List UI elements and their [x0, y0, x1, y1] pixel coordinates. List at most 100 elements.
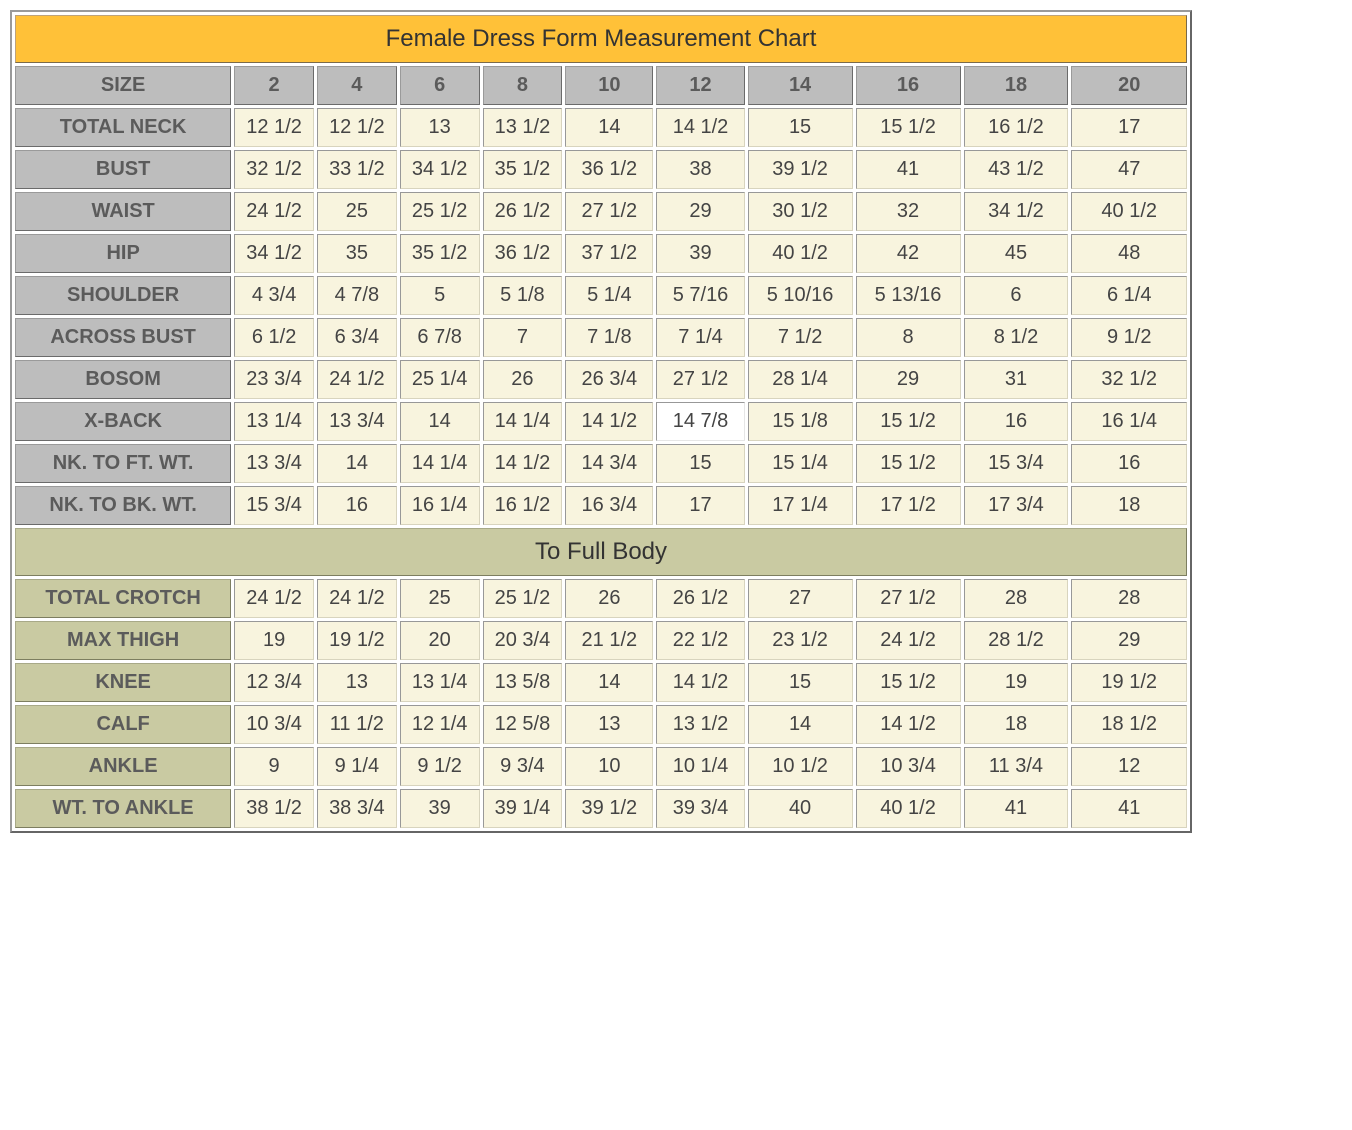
data-cell: 9 3/4 — [483, 747, 563, 786]
data-cell: 29 — [856, 360, 961, 399]
data-cell: 19 1/2 — [317, 621, 397, 660]
row-label: NK. TO BK. WT. — [15, 486, 231, 525]
size-header: 10 — [565, 66, 653, 105]
data-cell: 24 1/2 — [317, 579, 397, 618]
data-cell: 13 1/4 — [400, 663, 480, 702]
data-cell: 24 1/2 — [317, 360, 397, 399]
table-row: BUST32 1/233 1/234 1/235 1/236 1/23839 1… — [15, 150, 1187, 189]
size-header: 4 — [317, 66, 397, 105]
size-header: 20 — [1071, 66, 1187, 105]
data-cell: 14 1/2 — [565, 402, 653, 441]
section-title: To Full Body — [15, 528, 1187, 576]
row-label: BUST — [15, 150, 231, 189]
data-cell: 14 1/2 — [656, 663, 744, 702]
data-cell: 25 — [400, 579, 480, 618]
data-cell: 41 — [856, 150, 961, 189]
table-row: WT. TO ANKLE38 1/238 3/43939 1/439 1/239… — [15, 789, 1187, 828]
data-cell: 39 1/4 — [483, 789, 563, 828]
data-cell: 17 — [1071, 108, 1187, 147]
data-cell: 16 1/4 — [1071, 402, 1187, 441]
data-cell: 15 1/8 — [748, 402, 853, 441]
data-cell: 34 1/2 — [964, 192, 1069, 231]
data-cell: 6 3/4 — [317, 318, 397, 357]
table-row: MAX THIGH1919 1/22020 3/421 1/222 1/223 … — [15, 621, 1187, 660]
data-cell: 24 1/2 — [234, 192, 314, 231]
size-header: 14 — [748, 66, 853, 105]
data-cell: 34 1/2 — [234, 234, 314, 273]
data-cell: 13 — [400, 108, 480, 147]
data-cell: 20 — [400, 621, 480, 660]
data-cell: 15 — [748, 663, 853, 702]
table-row: BOSOM23 3/424 1/225 1/42626 3/427 1/228 … — [15, 360, 1187, 399]
data-cell: 18 1/2 — [1071, 705, 1187, 744]
data-cell: 16 — [1071, 444, 1187, 483]
data-cell: 25 1/4 — [400, 360, 480, 399]
row-label: NK. TO FT. WT. — [15, 444, 231, 483]
data-cell: 16 1/2 — [964, 108, 1069, 147]
data-cell: 22 1/2 — [656, 621, 744, 660]
data-cell: 15 1/2 — [856, 402, 961, 441]
data-cell: 7 1/8 — [565, 318, 653, 357]
data-cell: 16 3/4 — [565, 486, 653, 525]
data-cell: 15 1/2 — [856, 444, 961, 483]
data-cell: 13 1/4 — [234, 402, 314, 441]
data-cell: 35 — [317, 234, 397, 273]
table-row: WAIST24 1/22525 1/226 1/227 1/22930 1/23… — [15, 192, 1187, 231]
data-cell: 12 — [1071, 747, 1187, 786]
data-cell: 13 1/2 — [483, 108, 563, 147]
data-cell: 45 — [964, 234, 1069, 273]
row-label: ANKLE — [15, 747, 231, 786]
data-cell: 26 3/4 — [565, 360, 653, 399]
data-cell: 25 1/2 — [400, 192, 480, 231]
data-cell: 17 1/4 — [748, 486, 853, 525]
data-cell: 5 13/16 — [856, 276, 961, 315]
data-cell: 11 1/2 — [317, 705, 397, 744]
row-label: TOTAL CROTCH — [15, 579, 231, 618]
data-cell: 5 1/4 — [565, 276, 653, 315]
data-cell: 17 1/2 — [856, 486, 961, 525]
data-cell: 38 3/4 — [317, 789, 397, 828]
table-row: SHOULDER4 3/44 7/855 1/85 1/45 7/165 10/… — [15, 276, 1187, 315]
data-cell: 16 1/2 — [483, 486, 563, 525]
size-header: 2 — [234, 66, 314, 105]
data-cell: 5 7/16 — [656, 276, 744, 315]
data-cell: 4 7/8 — [317, 276, 397, 315]
data-cell: 26 1/2 — [483, 192, 563, 231]
data-cell: 27 1/2 — [656, 360, 744, 399]
size-label: SIZE — [15, 66, 231, 105]
data-cell: 20 3/4 — [483, 621, 563, 660]
row-label: BOSOM — [15, 360, 231, 399]
data-cell: 13 — [565, 705, 653, 744]
data-cell: 10 1/2 — [748, 747, 853, 786]
data-cell: 39 — [656, 234, 744, 273]
data-cell: 39 3/4 — [656, 789, 744, 828]
data-cell: 12 1/2 — [234, 108, 314, 147]
data-cell: 38 — [656, 150, 744, 189]
data-cell: 39 — [400, 789, 480, 828]
data-cell: 13 — [317, 663, 397, 702]
data-cell: 19 — [234, 621, 314, 660]
data-cell: 40 1/2 — [748, 234, 853, 273]
data-cell: 8 — [856, 318, 961, 357]
size-header-row: SIZE2468101214161820 — [15, 66, 1187, 105]
data-cell: 41 — [1071, 789, 1187, 828]
data-cell: 19 1/2 — [1071, 663, 1187, 702]
data-cell: 10 3/4 — [234, 705, 314, 744]
data-cell: 28 — [1071, 579, 1187, 618]
data-cell: 10 1/4 — [656, 747, 744, 786]
data-cell: 5 1/8 — [483, 276, 563, 315]
data-cell: 28 — [964, 579, 1069, 618]
row-label: KNEE — [15, 663, 231, 702]
table-row: ANKLE99 1/49 1/29 3/41010 1/410 1/210 3/… — [15, 747, 1187, 786]
data-cell: 23 3/4 — [234, 360, 314, 399]
data-cell: 40 1/2 — [1071, 192, 1187, 231]
data-cell: 28 1/2 — [964, 621, 1069, 660]
data-cell: 11 3/4 — [964, 747, 1069, 786]
data-cell: 7 1/4 — [656, 318, 744, 357]
data-cell: 25 1/2 — [483, 579, 563, 618]
data-cell: 12 1/2 — [317, 108, 397, 147]
table-row: CALF10 3/411 1/212 1/412 5/81313 1/21414… — [15, 705, 1187, 744]
data-cell: 12 5/8 — [483, 705, 563, 744]
data-cell: 14 — [317, 444, 397, 483]
title-row: Female Dress Form Measurement Chart — [15, 15, 1187, 63]
